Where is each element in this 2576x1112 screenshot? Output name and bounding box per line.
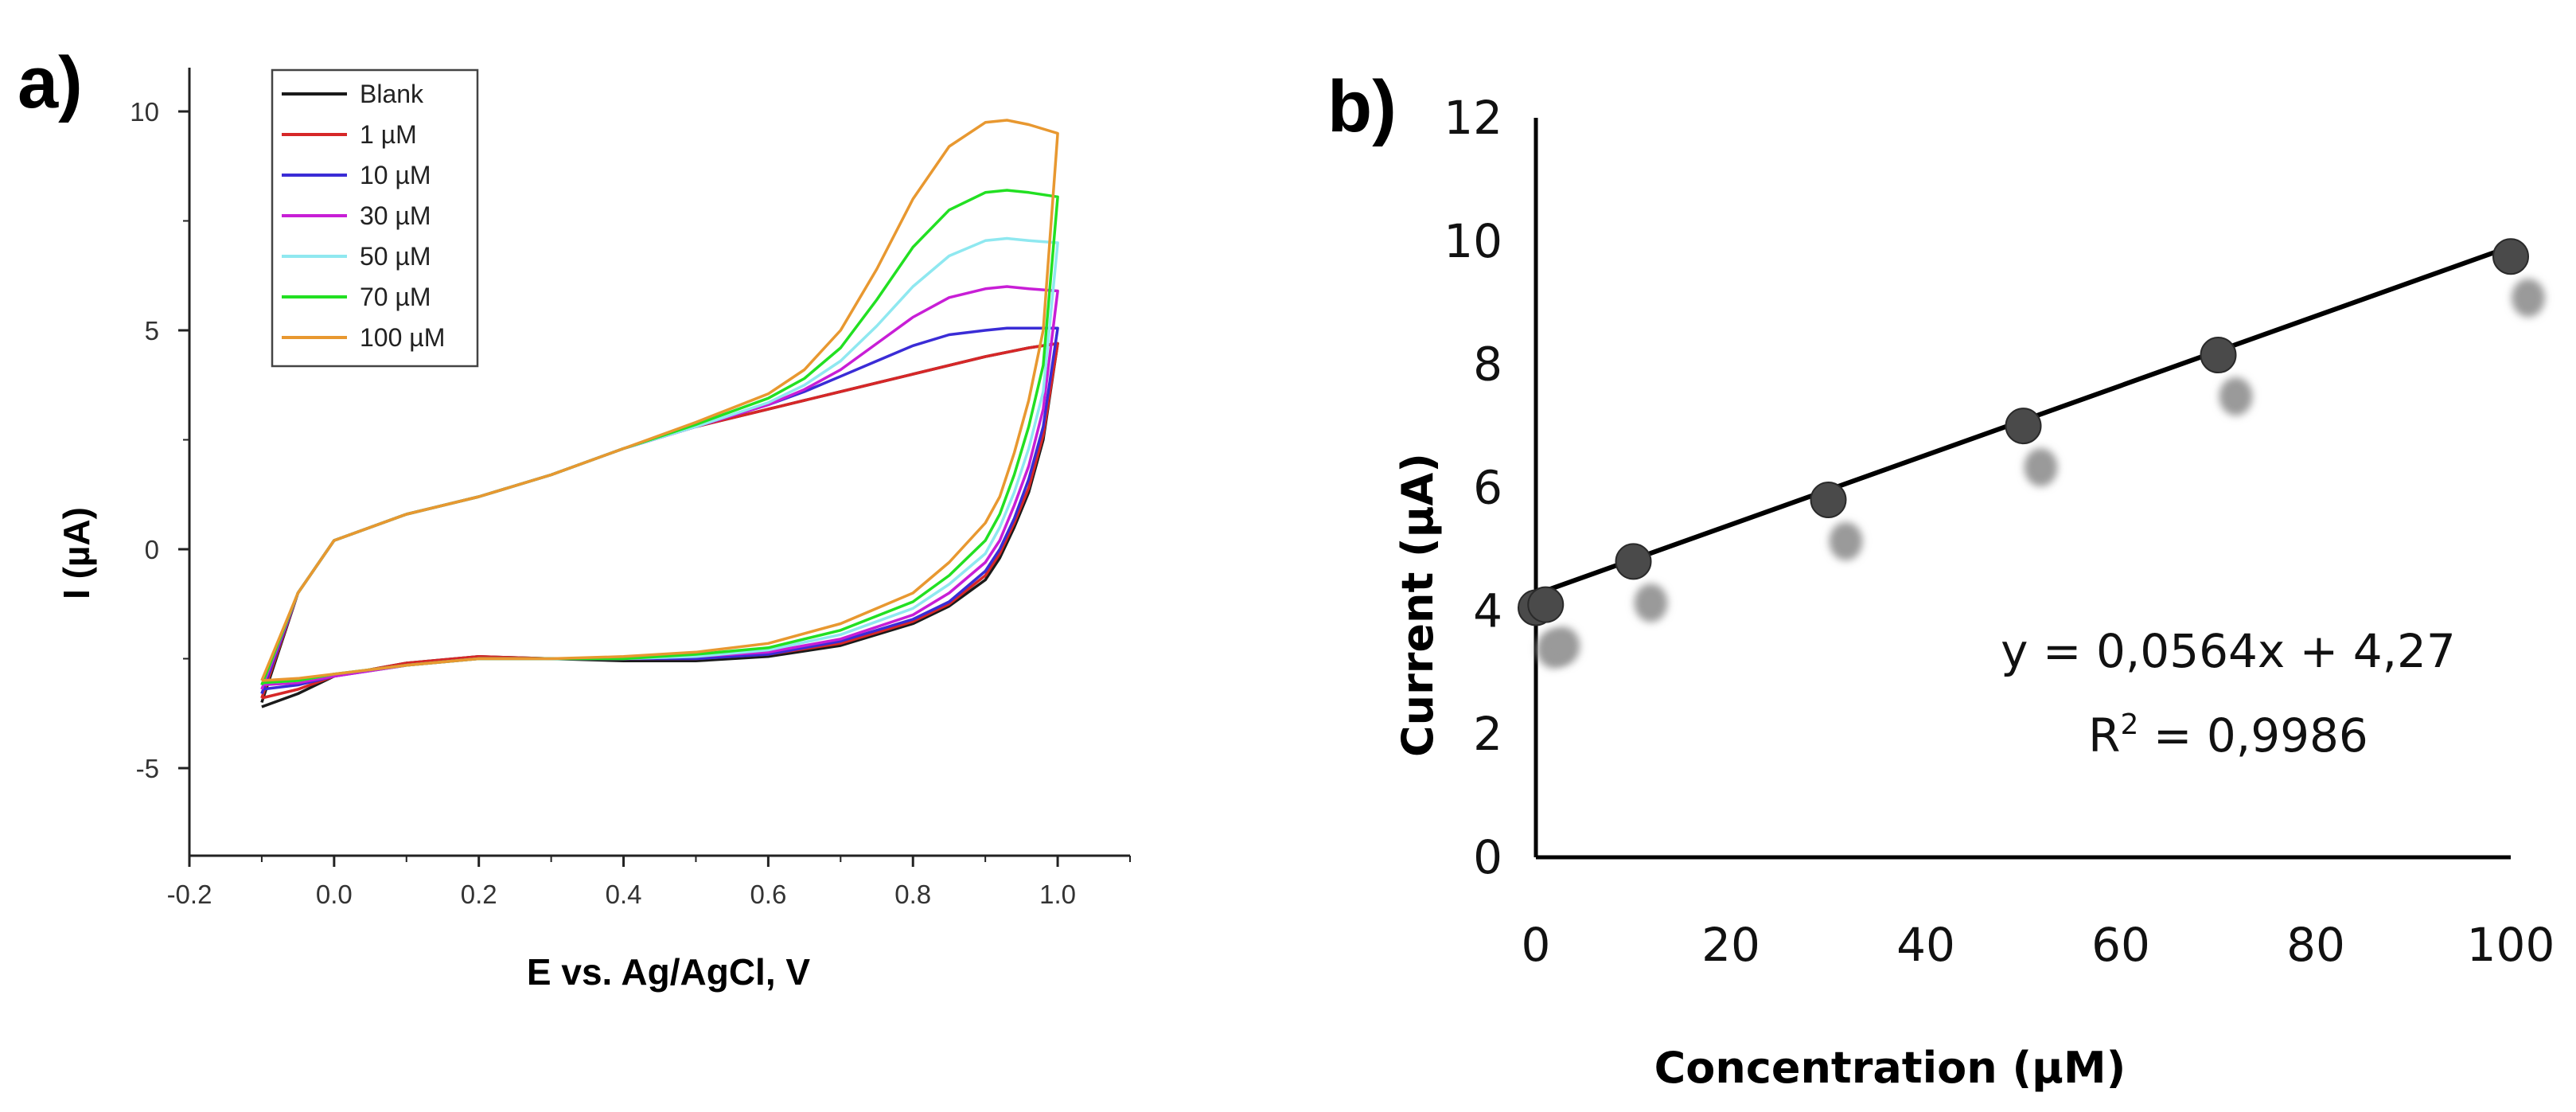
cv-legend-label: 50 µM — [360, 242, 431, 271]
cv-legend: Blank 1 µM 10 µM 30 µM 50 µM 70 µM 100 µM — [271, 68, 479, 368]
cv-curves — [260, 119, 1059, 708]
cv-y-tick-label: -5 — [136, 754, 159, 783]
cv-x-tick-label: 0.2 — [461, 880, 497, 909]
calibration-y-tick-label: 8 — [1473, 338, 1502, 392]
panel-b-label: b) — [1327, 66, 1397, 147]
cv-curve-100-um — [260, 119, 1059, 682]
calibration-x-tick-label: 60 — [2091, 918, 2150, 972]
calibration-y-tick-label: 6 — [1473, 461, 1502, 515]
cv-x-tick-label: 0.6 — [750, 880, 786, 909]
cv-legend-label: 30 µM — [360, 201, 431, 230]
cv-x-tick-label: -0.2 — [167, 880, 212, 909]
cv-legend-box — [271, 68, 479, 368]
cv-legend-label: 70 µM — [360, 283, 431, 311]
cv-y-axis-label: I (µA) — [56, 507, 97, 599]
calibration-axes — [1534, 118, 2511, 860]
calibration-y-tick-label: 10 — [1444, 214, 1502, 268]
r-squared-prefix: R — [2088, 708, 2120, 763]
cv-ticks: -0.2 0.0 0.2 0.4 0.6 0.8 1.0 -5 0 5 10 — [130, 97, 1131, 909]
calibration-point-shadows — [1537, 279, 2545, 669]
calibration-point-shadow — [1546, 626, 1580, 665]
r-squared-superscript: 2 — [2120, 708, 2138, 741]
cv-axes — [188, 68, 1130, 857]
calibration-points — [1518, 238, 2529, 626]
calibration-y-axis-label: Current (µA) — [1393, 453, 1443, 757]
cv-legend-label: 1 µM — [360, 120, 417, 149]
cv-y-tick-label: 10 — [130, 97, 159, 127]
calibration-x-tick-label: 0 — [1522, 918, 1551, 972]
calibration-ticks: 0 20 40 60 80 100 0 2 4 6 8 10 12 — [1444, 91, 2555, 972]
cv-curve-1-um — [260, 341, 1059, 700]
cv-y-tick-label: 0 — [145, 535, 159, 564]
cv-curve-blank — [260, 341, 1059, 708]
calibration-chart: b) 0 20 40 60 80 100 0 2 4 6 8 10 12 Concentration (… — [1327, 66, 2555, 1093]
calibration-x-tick-label: 80 — [2286, 918, 2345, 972]
cv-y-tick-label: 5 — [145, 316, 159, 345]
r-squared-value: = 0,9986 — [2138, 708, 2368, 763]
calibration-point-shadow — [2512, 279, 2545, 318]
cv-legend-label: 10 µM — [360, 161, 431, 189]
calibration-y-tick-label: 12 — [1444, 91, 1502, 145]
panel-a-label: a) — [18, 42, 83, 123]
regression-equation: y = 0,0564x + 4,27 — [2001, 624, 2456, 678]
cv-x-tick-label: 1.0 — [1039, 880, 1076, 909]
cv-x-axis-label: E vs. Ag/AgCl, V — [527, 951, 810, 993]
calibration-point — [1615, 543, 1652, 580]
calibration-y-tick-label: 4 — [1473, 583, 1502, 638]
calibration-x-tick-label: 20 — [1701, 918, 1760, 972]
calibration-point — [1527, 586, 1565, 623]
calibration-point-shadow — [2219, 377, 2253, 416]
calibration-point-shadow — [1829, 521, 1863, 560]
cv-chart: a) -0.2 0.0 0.2 0.4 0.6 0.8 1.0 -5 0 5 10 E vs. Ag… — [18, 42, 1131, 993]
cv-x-tick-label: 0.8 — [894, 880, 931, 909]
calibration-point — [2492, 238, 2529, 275]
calibration-point-shadow — [2024, 448, 2058, 487]
calibration-point — [1810, 481, 1847, 518]
calibration-y-tick-label: 0 — [1473, 830, 1502, 884]
calibration-x-tick-label: 100 — [2467, 918, 2555, 972]
calibration-point-shadow — [1634, 583, 1668, 622]
calibration-x-axis-label: Concentration (µM) — [1654, 1043, 2126, 1093]
calibration-point — [2200, 337, 2237, 374]
r-squared-label: R2 = 0,9986 — [2088, 708, 2368, 763]
calibration-point — [2005, 408, 2042, 445]
calibration-x-tick-label: 40 — [1896, 918, 1955, 972]
cv-x-tick-label: 0.4 — [606, 880, 642, 909]
calibration-y-tick-label: 2 — [1473, 707, 1502, 761]
cv-x-tick-label: 0.0 — [316, 880, 353, 909]
cv-legend-label: Blank — [360, 80, 424, 108]
cv-legend-label: 100 µM — [360, 323, 445, 352]
cv-curve-10-um — [260, 326, 1059, 695]
